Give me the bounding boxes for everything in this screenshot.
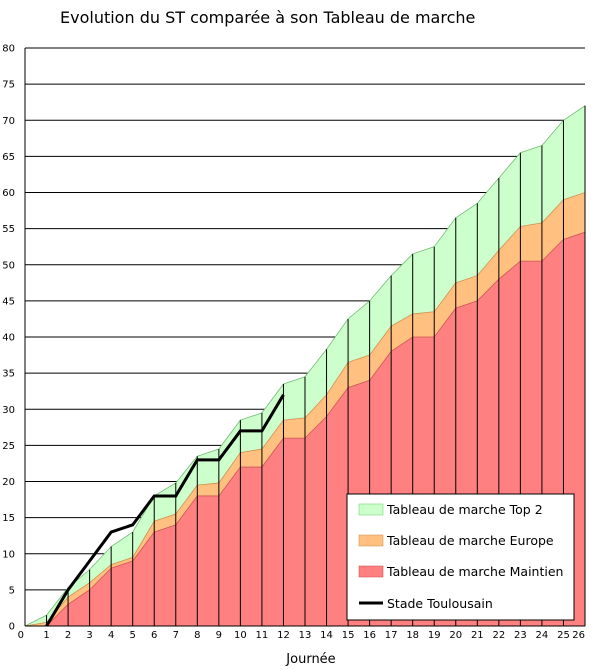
x-tick-22: 22 [492,630,505,641]
legend-swatch-europe [358,534,384,547]
legend-swatch-maintien [358,565,384,578]
x-tick-20: 20 [449,630,462,641]
x-tick-26: 26 [572,630,585,641]
y-tick-60: 60 [2,188,15,199]
y-tick-55: 55 [2,224,15,235]
x-tick-18: 18 [406,630,419,641]
x-axis-label: Journée [285,652,335,667]
legend-label-europe: Tableau de marche Europe [386,533,554,548]
x-tick-21: 21 [471,630,484,641]
y-tick-5: 5 [9,585,15,596]
x-tick-10: 10 [234,630,247,641]
x-tick-9: 9 [216,630,222,641]
y-tick-50: 50 [2,260,15,271]
x-tick-11: 11 [256,630,269,641]
x-tick-0: 0 [18,630,24,641]
x-tick-15: 15 [342,630,355,641]
x-tick-24: 24 [536,630,549,641]
y-tick-20: 20 [2,477,15,488]
x-tick-25: 25 [557,630,570,641]
legend-label-top2: Tableau de marche Top 2 [386,502,543,517]
chart-title: Evolution du ST comparée à son Tableau d… [60,8,476,27]
y-tick-25: 25 [2,441,15,452]
y-tick-10: 10 [2,549,15,560]
y-tick-40: 40 [2,333,15,344]
x-tick-2: 2 [65,630,71,641]
x-tick-7: 7 [173,630,179,641]
x-tick-6: 6 [151,630,157,641]
legend-box [346,493,575,621]
y-tick-65: 65 [2,152,15,163]
y-tick-0: 0 [9,622,15,633]
x-tick-19: 19 [428,630,441,641]
y-tick-30: 30 [2,405,15,416]
x-tick-16: 16 [363,630,376,641]
x-tick-4: 4 [108,630,114,641]
y-tick-70: 70 [2,116,15,127]
x-tick-13: 13 [299,630,312,641]
y-tick-45: 45 [2,296,15,307]
y-tick-labels: 0 5 10 15 20 25 30 35 40 45 50 55 60 65 70 75 80 [2,44,15,633]
y-tick-75: 75 [2,80,15,91]
legend-swatch-top2 [358,503,384,516]
stade-toulousain-line [45,394,285,627]
x-tick-14: 14 [320,630,333,641]
y-tick-35: 35 [2,369,15,380]
legend: Tableau de marche Top 2 Tableau de march… [346,493,575,621]
x-tick-17: 17 [385,630,398,641]
x-tick-8: 8 [194,630,200,641]
y-tick-80: 80 [2,44,15,55]
x-tick-3: 3 [86,630,92,641]
x-tick-23: 23 [514,630,527,641]
x-tick-labels: 0 1 2 3 4 5 6 7 8 9 10 11 12 13 14 15 16 17 18 19 20 21 22 23 24… [18,630,585,641]
x-tick-1: 1 [43,630,49,641]
x-tick-12: 12 [277,630,290,641]
x-tick-5: 5 [130,630,136,641]
legend-label-maintien: Tableau de marche Maintien [386,564,563,579]
legend-label-stade: Stade Toulousain [387,596,493,611]
line-stade-toulousain [45,394,285,627]
y-tick-15: 15 [2,513,15,524]
